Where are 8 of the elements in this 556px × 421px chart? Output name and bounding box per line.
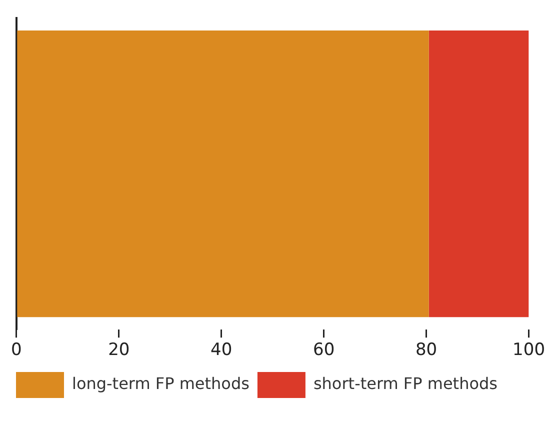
legend-label: short-term FP methods <box>313 374 498 394</box>
x-tick-label: 40 <box>210 340 232 360</box>
x-tick-label: 100 <box>512 340 546 360</box>
x-tick-label: 80 <box>415 340 438 360</box>
x-tick-label: 20 <box>108 340 130 360</box>
x-tick-label: 60 <box>313 340 335 360</box>
x-tick-label: 0 <box>10 340 22 360</box>
legend-label: long-term FP methods <box>72 374 250 394</box>
